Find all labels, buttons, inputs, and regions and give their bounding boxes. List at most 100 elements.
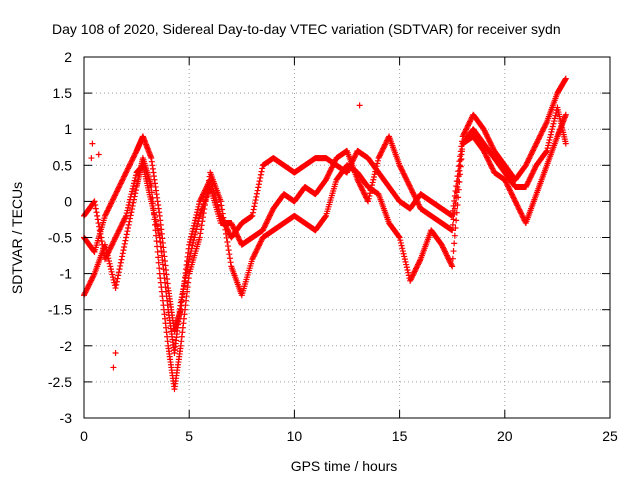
data-point [503,179,510,186]
data-point [102,254,109,261]
data-point [189,242,196,249]
data-point [549,123,556,130]
data-point [507,188,514,195]
data-point [526,177,533,184]
data-point [452,188,459,195]
data-point [484,132,491,139]
data-point [115,229,122,236]
data-point [107,200,114,207]
data-point [125,221,132,228]
data-point [511,195,518,202]
data-point [541,124,548,131]
data-point [508,190,515,197]
data-point [402,258,409,265]
data-point [121,172,128,179]
data-point [355,178,362,185]
data-point [526,154,533,161]
data-point [92,205,99,212]
data-point [452,225,459,232]
data-point [352,151,359,158]
data-point [125,165,132,172]
data-point [128,188,135,195]
data-point [188,248,195,255]
data-point [407,183,414,190]
data-point [191,234,198,241]
data-point [113,233,120,240]
data-point [518,210,525,217]
data-point [203,184,210,191]
data-point [489,165,496,172]
data-point [545,139,552,146]
data-point [411,269,418,276]
data-point [449,255,456,262]
data-point [187,236,194,243]
data-point [133,183,140,190]
data-point [491,147,498,154]
data-point [257,238,264,245]
data-point [253,193,260,200]
data-point [515,205,522,212]
data-point [196,234,203,241]
data-point [358,184,365,191]
data-point [126,218,133,225]
data-point [460,132,467,139]
data-point [544,145,551,152]
data-point [516,207,523,214]
data-point [543,118,550,125]
data-point [207,169,214,176]
data-point [263,219,270,226]
data-point [409,188,416,195]
data-point [86,281,93,288]
data-point [291,198,298,205]
data-point [408,186,415,193]
data-point [554,133,561,140]
data-point [524,181,531,188]
data-point [365,195,372,202]
data-point [225,247,232,254]
data-point [376,153,383,160]
data-point [356,180,363,187]
data-point [119,176,126,183]
data-point [486,158,493,165]
data-point [410,271,417,278]
data-point [84,284,91,291]
data-point [249,256,256,263]
data-point [551,115,558,122]
x-tick-label: 0 [80,428,88,444]
data-point [171,350,178,357]
data-point [401,173,408,180]
data-point [113,278,120,285]
data-point [88,276,95,283]
data-point [457,163,464,170]
data-point [165,306,172,313]
data-point [130,183,137,190]
data-point [104,252,111,259]
data-point [407,185,414,192]
data-point [127,215,134,222]
data-point [116,183,123,190]
data-point [526,175,533,182]
data-point [165,285,172,292]
data-point [114,230,121,237]
data-point [267,211,274,218]
data-point [359,187,366,194]
data-point [439,243,446,250]
data-point [467,117,474,124]
data-point [395,233,402,240]
data-point [196,201,203,208]
data-point [537,131,544,138]
data-point [325,171,332,178]
data-point [91,248,98,255]
x-axis-label: GPS time / hours [291,458,398,474]
data-point [177,342,184,349]
data-point [252,197,259,204]
data-point [333,176,340,183]
data-point [312,155,319,162]
data-point [524,159,531,166]
data-point [547,131,554,138]
data-point [413,264,420,271]
data-point [380,144,387,151]
data-point [132,150,139,157]
data-point [529,170,536,177]
data-point [486,160,493,167]
